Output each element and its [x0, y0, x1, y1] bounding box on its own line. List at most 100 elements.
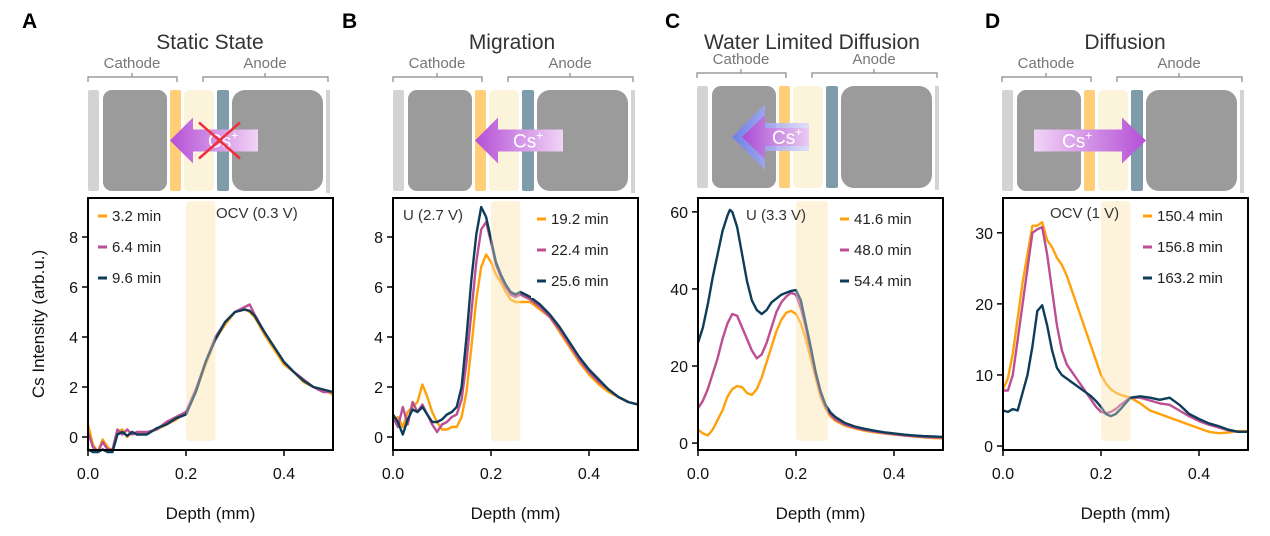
panel-letter: C: [665, 10, 680, 33]
anode-current-collector: [1240, 90, 1244, 193]
panel-title: Static State: [156, 31, 263, 54]
anode-bracket: [507, 73, 634, 82]
cathode-bracket: [87, 73, 178, 82]
anode-label: Anode: [243, 55, 286, 72]
cell-diagram: Cathode Anode Cs+: [87, 55, 330, 193]
y-tick-label: 0: [984, 439, 993, 456]
interface-highlight-band: [796, 201, 828, 441]
cathode-bracket: [392, 73, 483, 82]
ion-label: Cs+: [772, 125, 802, 149]
legend: 41.6 min 48.0 min 54.4 min: [840, 211, 912, 290]
arrow-shape: [475, 117, 563, 164]
anode-label: Anode: [852, 51, 895, 68]
cross-line: [198, 121, 241, 160]
ion-label: Cs+: [513, 129, 543, 153]
legend: 3.2 min 6.4 min 9.6 min: [98, 208, 161, 287]
legend-background: [531, 206, 626, 298]
cathode-block: [408, 90, 472, 191]
ion-flow-arrow: Cs+: [170, 117, 258, 164]
anode-block: [232, 90, 323, 191]
legend-item: 19.2 min: [537, 211, 609, 228]
legend-item: 3.2 min: [98, 208, 161, 225]
legend-label: 3.2 min: [112, 208, 161, 225]
y-tick-label: 8: [374, 230, 383, 247]
arrow-inner-shape: [742, 115, 809, 159]
anode-current-collector: [631, 90, 635, 193]
legend-item: 6.4 min: [98, 239, 161, 256]
anode-current-collector: [326, 90, 330, 193]
series-line-156-8-min: [1003, 225, 1248, 433]
ion-label: Cs+: [1062, 129, 1092, 153]
x-tick-label: 0.2: [175, 466, 197, 483]
anode-block: [841, 86, 932, 188]
anode-interface-layer: [826, 86, 838, 188]
band-overlay: [796, 201, 828, 441]
x-axis-label: Depth (mm): [166, 504, 256, 523]
panel-d: D Diffusion Cathode Anode Cs+ 0 10 20 30 0.0 0.2 0.…: [975, 10, 1249, 523]
y-tick-label: 2: [69, 380, 78, 397]
y-tick-label: 0: [374, 430, 383, 447]
legend-label: 54.4 min: [854, 273, 912, 290]
anode-block: [537, 90, 628, 191]
y-tick-label: 8: [69, 230, 78, 247]
axes-frame: [1002, 197, 1249, 451]
y-axis-label: Cs Intensity (arb.u.): [29, 250, 48, 398]
y-tick-label: 40: [670, 282, 688, 299]
y-tick-label: 0: [69, 430, 78, 447]
panel-letter: B: [342, 10, 357, 33]
legend-label: 19.2 min: [551, 211, 609, 228]
series-line-150-4-min: [1001, 220, 1248, 435]
ion-flow-arrow: Cs+: [732, 104, 809, 170]
series-line-54-4-min: [696, 208, 944, 439]
legend-item: 156.8 min: [1143, 239, 1223, 256]
legend-item: 41.6 min: [840, 211, 912, 228]
condition-annotation: OCV (0.3 V): [216, 205, 298, 222]
plot-area: 0 10 20 30 0.0 0.2 0.4 Depth (mm) 150.4 min 156.8…: [975, 197, 1249, 523]
y-tick-label: 20: [975, 297, 993, 314]
x-tick-label: 0.0: [687, 466, 709, 483]
interface-highlight-band: [491, 201, 521, 441]
legend-item: 25.6 min: [537, 273, 609, 290]
x-tick-label: 0.0: [382, 466, 404, 483]
legend-label: 25.6 min: [551, 273, 609, 290]
anode-block: [1146, 90, 1237, 191]
legend-label: 41.6 min: [854, 211, 912, 228]
ion-flow-arrow: Cs+: [1034, 117, 1146, 164]
x-axis-label: Depth (mm): [776, 504, 866, 523]
axes-frame: [87, 197, 334, 451]
legend-label: 156.8 min: [1157, 239, 1223, 256]
legend-label: 22.4 min: [551, 242, 609, 259]
x-tick-label: 0.2: [480, 466, 502, 483]
y-tick-label: 30: [975, 226, 993, 243]
legend-item: 150.4 min: [1143, 208, 1223, 225]
legend-item: 22.4 min: [537, 242, 609, 259]
x-tick-label: 0.4: [1188, 466, 1210, 483]
y-tick-label: 6: [69, 280, 78, 297]
x-tick-label: 0.2: [785, 466, 807, 483]
legend-item: 48.0 min: [840, 242, 912, 259]
cathode-label: Cathode: [409, 55, 466, 72]
axes-frame: [697, 197, 944, 451]
interface-highlight-band: [186, 201, 216, 441]
legend: 19.2 min 22.4 min 25.6 min: [531, 206, 626, 298]
panel-title: Migration: [469, 31, 555, 54]
legend-label: 150.4 min: [1157, 208, 1223, 225]
x-tick-label: 0.4: [578, 466, 600, 483]
legend-label: 9.6 min: [112, 270, 161, 287]
anode-label: Anode: [548, 55, 591, 72]
legend-item: 54.4 min: [840, 273, 912, 290]
plot-area: 0 2 4 6 8 0.0 0.2 0.4 Depth (mm) Cs Intensity (ar…: [29, 197, 334, 523]
cathode-label: Cathode: [713, 51, 770, 68]
cell-diagram: Cathode Anode Cs+: [696, 51, 939, 190]
y-tick-label: 4: [374, 330, 383, 347]
panel-letter: A: [22, 10, 37, 33]
anode-label: Anode: [1157, 55, 1200, 72]
x-tick-label: 0.4: [883, 466, 905, 483]
cathode-current-collector: [88, 90, 99, 191]
series-line-25-6-min: [391, 205, 639, 436]
cathode-bracket: [696, 69, 787, 78]
x-tick-label: 0.2: [1090, 466, 1112, 483]
legend-item: 163.2 min: [1143, 270, 1223, 287]
